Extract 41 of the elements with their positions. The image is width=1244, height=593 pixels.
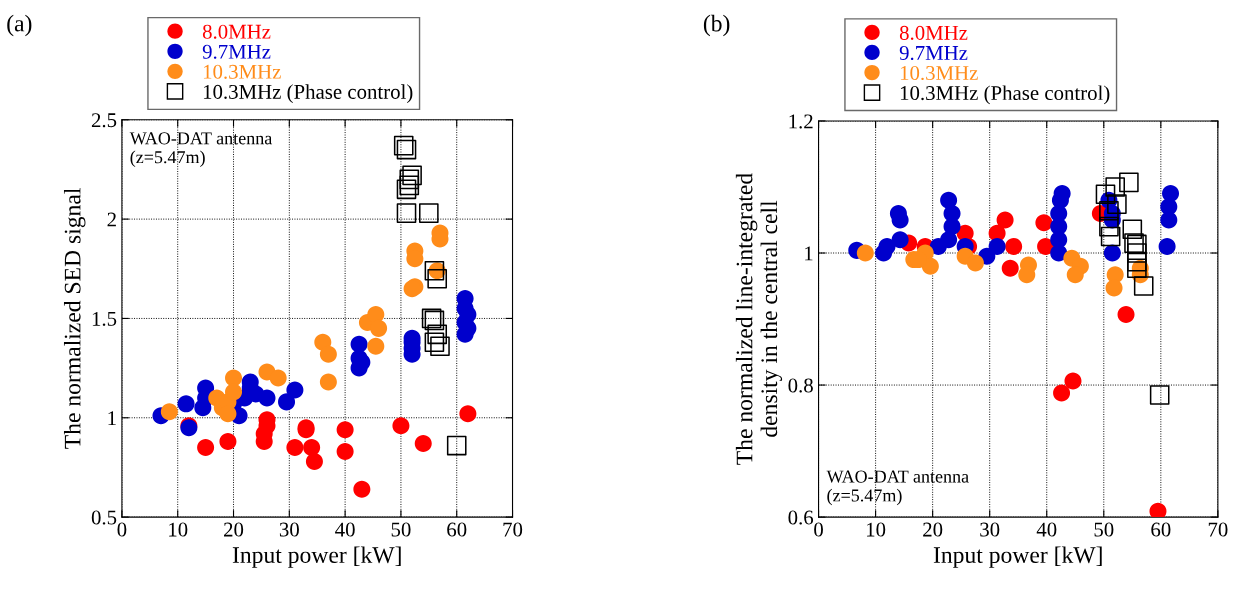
legend-label: 9.7MHz: [202, 44, 271, 59]
chart-title: (a): [7, 14, 32, 37]
x-tick-label: 60: [1151, 522, 1171, 537]
annotation: WAO-DAT antenna (z=5.47m): [826, 470, 969, 506]
y-axis-title: The normalized SED signal: [63, 188, 86, 449]
x-tick-label: 60: [447, 522, 467, 537]
legend-label: 8.0MHz: [202, 24, 271, 39]
x-tick-label: 50: [1094, 522, 1114, 537]
y-axis-title: The normalized line-integrated density in the central cell: [735, 173, 783, 465]
x-tick-label: 30: [980, 522, 1000, 537]
y-tick-label: 2.5: [91, 113, 117, 128]
x-tick-label: 40: [1036, 522, 1057, 537]
x-tick-label: 0: [814, 522, 823, 537]
x-axis-title: Input power [kW]: [232, 546, 401, 568]
y-tick-label: 2: [107, 212, 116, 227]
x-tick-label: 20: [224, 522, 244, 537]
y-tick-label: 1: [108, 411, 116, 425]
chart-title: (b): [703, 14, 730, 37]
x-tick-label: 0: [117, 522, 127, 537]
y-tick-label: 0.8: [788, 378, 813, 393]
y-tick-label: 1.5: [92, 311, 117, 326]
legend-label: 10.3MHz (Phase control): [900, 85, 1110, 105]
legend-label: 10.3MHz: [900, 65, 978, 81]
y-tick-label: 1.2: [789, 114, 813, 129]
x-tick-label: 10: [867, 522, 886, 537]
x-tick-label: 20: [923, 522, 943, 537]
annotation: WAO-DAT antenna (z=5.47m): [129, 132, 273, 167]
x-tick-label: 10: [169, 522, 188, 537]
legend-label: 9.7MHz: [899, 45, 968, 61]
y-tick-label: 1: [805, 246, 813, 261]
y-tick-label: 0.5: [91, 510, 117, 525]
legend-label: 10.3MHz (Phase control): [203, 84, 413, 104]
x-tick-label: 70: [503, 522, 523, 537]
x-axis-title: Input power [kW]: [933, 546, 1102, 568]
x-tick-label: 50: [391, 522, 411, 537]
legend-label: 8.0MHz: [899, 25, 968, 40]
x-tick-label: 40: [335, 522, 355, 537]
x-tick-label: 30: [279, 522, 299, 537]
x-tick-label: 70: [1208, 522, 1228, 537]
y-tick-label: 0.6: [788, 510, 814, 525]
legend-label: 10.3MHz: [203, 64, 281, 79]
